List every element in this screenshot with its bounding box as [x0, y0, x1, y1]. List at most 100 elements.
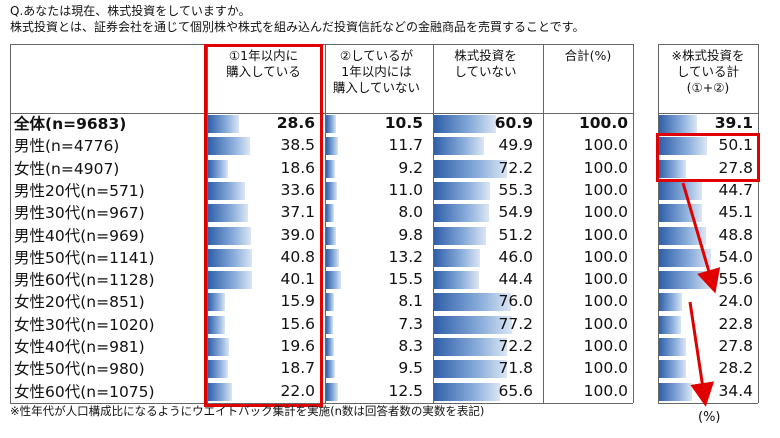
column-header-line: 1年以内には: [341, 64, 412, 79]
data-cell: 10.5: [326, 113, 427, 133]
data-value: 77.2: [498, 314, 533, 333]
column-header-line: している計: [676, 64, 740, 79]
row-label: 全体(n=9683): [14, 115, 127, 133]
data-cell: 44.4: [434, 269, 537, 290]
data-value: 55.6: [718, 270, 753, 289]
data-value: 100.0: [583, 247, 628, 266]
row-label: 女性20代(n=851): [14, 293, 145, 312]
row-label: 女性60代(n=1075): [14, 382, 155, 401]
data-value: 39.0: [280, 225, 315, 244]
row-label: 女性(n=4907): [14, 159, 120, 178]
data-value: 27.8: [718, 337, 753, 355]
grid-hline: [658, 44, 758, 45]
data-cell: 40.1: [208, 269, 319, 290]
data-bar: [659, 382, 693, 401]
data-value: 100.0: [583, 337, 628, 355]
data-bar: [326, 115, 337, 133]
data-bar: [326, 338, 335, 356]
data-cell: 100.0: [544, 336, 632, 356]
data-value: 13.2: [388, 247, 423, 266]
data-cell: 100.0: [544, 202, 632, 222]
data-cell: 15.5: [326, 269, 427, 290]
data-value: 8.0: [398, 203, 423, 222]
data-bar: [208, 271, 252, 290]
row-label: 男性50代(n=1141): [14, 248, 155, 267]
data-value: 71.8: [498, 359, 533, 378]
data-cell: 100.0: [544, 180, 632, 200]
data-value: 9.2: [398, 158, 423, 177]
data-value: 72.2: [498, 337, 533, 355]
data-bar: [434, 248, 481, 267]
data-bar: [208, 248, 253, 267]
data-bar: [659, 226, 706, 245]
data-cell: 28.2: [659, 358, 757, 379]
data-bar: [434, 137, 485, 156]
data-cell: 9.8: [326, 225, 427, 245]
row-label: 女性40代(n=981): [14, 338, 145, 356]
data-bar: [208, 293, 226, 312]
data-cell: 13.2: [326, 247, 427, 267]
data-cell: 60.9: [434, 113, 537, 133]
data-value: 100.0: [583, 203, 628, 222]
column-header-c1: ①1年以内に 購入している: [207, 46, 320, 112]
data-bar: [326, 226, 336, 245]
grid-vline: [433, 44, 434, 403]
data-value: 50.1: [718, 136, 753, 155]
data-cell: 22.8: [659, 314, 757, 334]
data-value: 100.0: [583, 136, 628, 155]
data-value: 8.3: [398, 337, 423, 355]
data-bar: [659, 338, 686, 356]
footnote: ※性年代が人口構成比になるようにウエイトバック集計を実施(n数は回答者数の実数を…: [10, 404, 485, 418]
data-bar: [208, 181, 245, 200]
data-bar: [326, 315, 334, 334]
data-bar: [208, 315, 225, 334]
data-value: 40.8: [280, 247, 315, 266]
data-value: 100.0: [583, 225, 628, 244]
data-cell: 9.2: [326, 158, 427, 178]
data-cell: 39.0: [208, 225, 319, 245]
data-value: 8.1: [398, 292, 423, 311]
data-bar: [326, 382, 339, 401]
data-value: 100.0: [583, 158, 628, 177]
data-value: 33.6: [280, 180, 315, 199]
grid-vline: [633, 44, 634, 403]
data-bar: [659, 204, 703, 223]
data-value: 38.5: [280, 136, 315, 155]
data-cell: 54.0: [659, 247, 757, 267]
data-cell: 54.9: [434, 202, 537, 223]
data-bar: [659, 315, 681, 334]
data-value: 54.0: [718, 247, 753, 266]
data-cell: 8.0: [326, 202, 427, 223]
data-cell: 8.1: [326, 291, 427, 312]
grid-vline: [543, 44, 544, 403]
column-header-line: 株式投資を: [454, 48, 517, 63]
grid-vline: [658, 44, 659, 403]
data-cell: 40.8: [208, 247, 319, 267]
data-bar: [659, 159, 686, 178]
data-cell: 11.7: [326, 135, 427, 156]
data-cell: 100.0: [544, 381, 632, 401]
data-value: 76.0: [498, 292, 533, 311]
data-value: 100.0: [583, 270, 628, 289]
data-value: 22.8: [718, 314, 753, 333]
data-cell: 39.1: [659, 113, 757, 133]
column-header-line: (①+②): [686, 80, 730, 95]
data-cell: 100.0: [544, 135, 632, 155]
data-cell: 18.6: [208, 158, 319, 178]
data-bar: [208, 159, 229, 178]
grid-hline: [658, 402, 758, 404]
row-label: 男性60代(n=1128): [14, 271, 155, 290]
data-bar: [208, 137, 250, 156]
data-bar: [659, 293, 683, 312]
data-cell: 100.0: [544, 314, 632, 334]
data-bar: [434, 204, 490, 223]
column-header-c5: ※株式投資を している計 (①+②): [658, 46, 758, 112]
column-header-line: 合計(%): [564, 48, 612, 63]
data-value: 15.5: [388, 270, 423, 289]
data-value: 72.2: [498, 158, 533, 177]
data-cell: 72.2: [434, 336, 537, 356]
row-label: 女性50代(n=980): [14, 360, 145, 379]
data-value: 51.2: [498, 225, 533, 244]
data-cell: 9.5: [326, 358, 427, 379]
data-value: 11.7: [388, 136, 423, 155]
